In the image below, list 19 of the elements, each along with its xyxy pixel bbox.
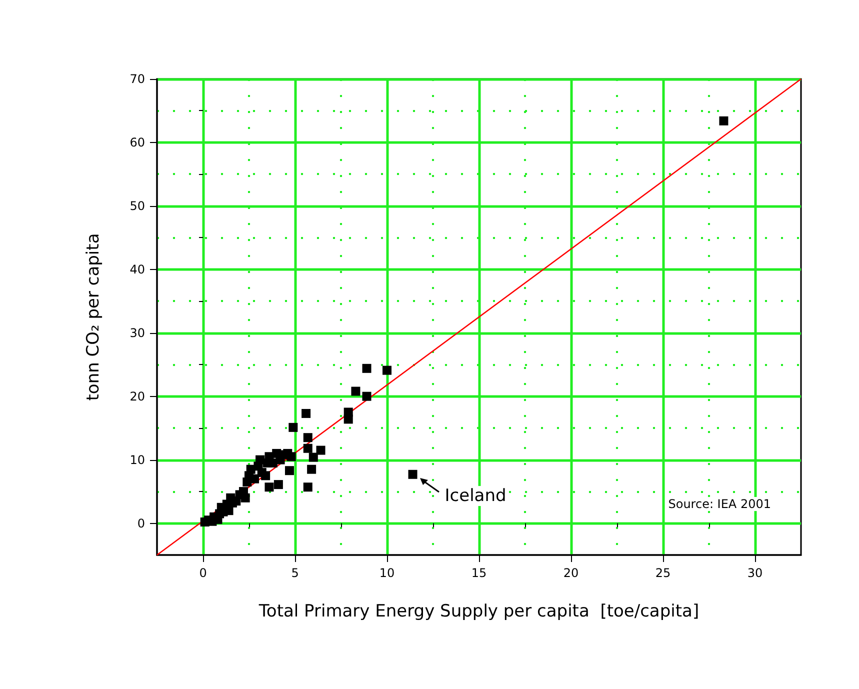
x-tick-label: 25 [655,566,671,580]
x-tick-label: 30 [747,566,763,580]
x-tick-label: 15 [471,566,487,580]
annotation: Iceland [442,486,508,506]
y-tick-label: 20 [130,389,145,404]
x-tick-label: 5 [291,566,299,580]
y-tick-label: 40 [130,262,145,276]
x-axis-title: Total Primary Energy Supply per capita [toe/capita] [258,602,700,622]
y-tick-label: 0 [137,516,145,530]
y-tick-label: 60 [130,135,145,150]
annotation: Source: IEA 2001 [666,497,773,511]
x-tick-label: 20 [563,566,579,580]
y-axis-title: tonn CO₂ per capita [84,233,104,401]
y-tick-label: 50 [130,198,145,213]
x-tick-label: 0 [199,566,207,580]
y-tick-label: 10 [130,452,145,467]
y-tick-label: 30 [130,326,145,340]
x-tick-label: 10 [379,566,395,580]
y-tick-label: 70 [130,72,145,86]
